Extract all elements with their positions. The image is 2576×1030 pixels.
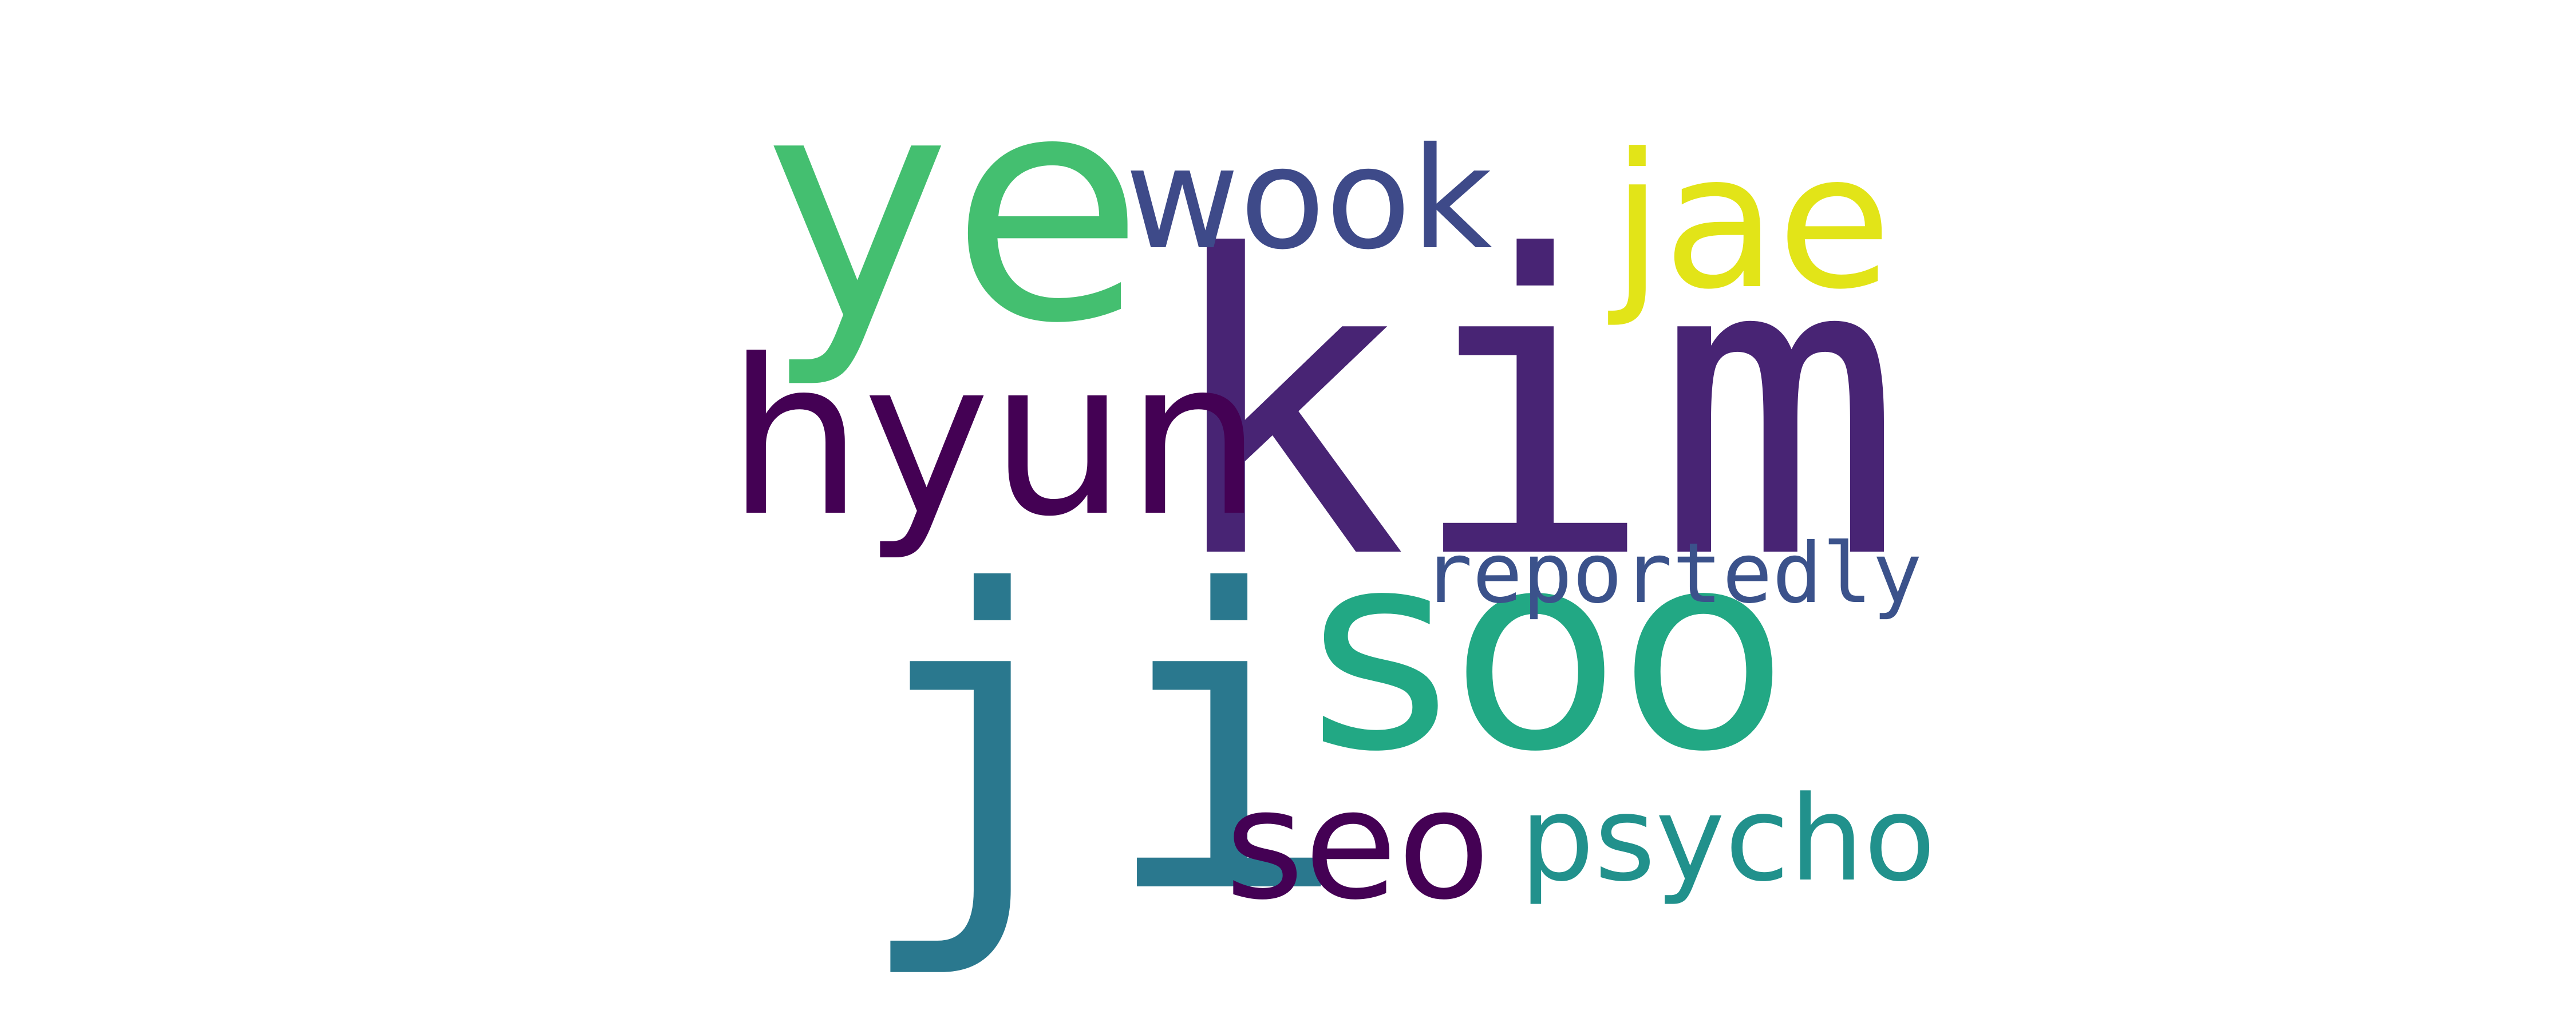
word-kim: kim [1159, 169, 1904, 649]
word-ye: ye [764, 25, 1144, 392]
word-seo: seo [1225, 757, 1491, 933]
word-hyun: hyun [727, 314, 1262, 564]
word-reportedly: reportedly [1423, 525, 1922, 622]
word-jae: jae [1611, 113, 1892, 330]
word-soo: soo [1308, 492, 1788, 812]
word-ji: ji [853, 504, 1349, 984]
word-wook: wook [1125, 117, 1493, 280]
word-psycho: psycho [1520, 771, 1936, 908]
